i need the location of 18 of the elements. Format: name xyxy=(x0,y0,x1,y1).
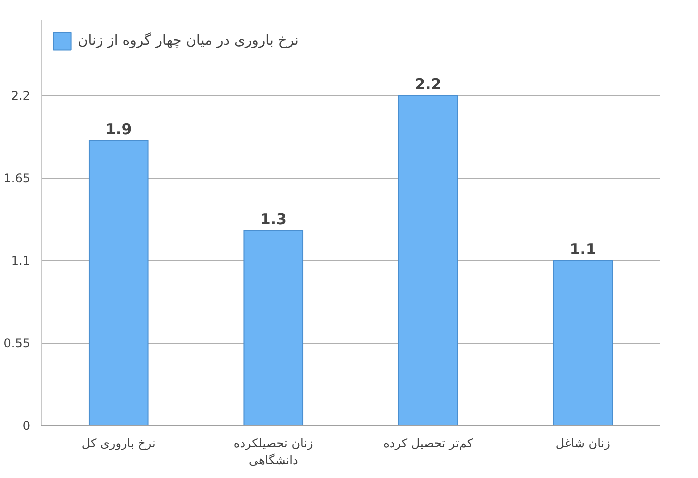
y-tick-label: 0 xyxy=(22,419,31,433)
data-label: 2.2 xyxy=(415,76,442,94)
bar xyxy=(88,140,149,426)
bar xyxy=(398,95,458,426)
data-label: 1.9 xyxy=(106,120,132,138)
x-tick-label: زنان شاغل xyxy=(556,436,611,450)
x-tick-label: نرخ باروری کل xyxy=(82,436,156,450)
y-tick-label: 0.55 xyxy=(4,336,30,350)
y-tick-label: 1.65 xyxy=(4,172,30,186)
y-tick-label: 2.2 xyxy=(11,89,31,103)
x-tick-label: زنان تحصیلکرده دانشگاهی xyxy=(234,436,314,468)
x-tick-label: کم‌تر تحصیل کرده xyxy=(384,436,474,450)
data-label: 1.3 xyxy=(260,210,287,228)
bar xyxy=(244,230,304,426)
y-tick-label: 1.1 xyxy=(11,254,31,268)
legend-label: نرخ باروری در میان چهار گروه از زنان xyxy=(78,33,299,49)
bar xyxy=(553,260,614,426)
data-label: 1.1 xyxy=(570,240,596,258)
